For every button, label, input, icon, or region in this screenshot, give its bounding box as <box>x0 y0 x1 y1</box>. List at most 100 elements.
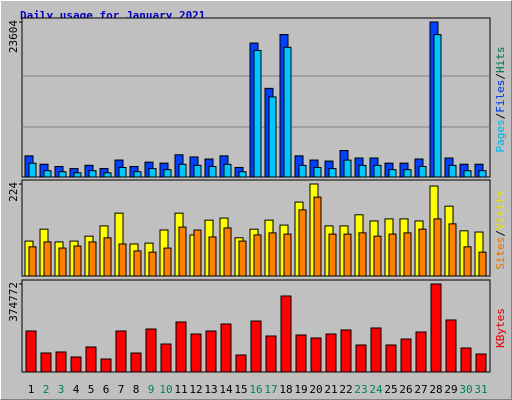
bar <box>280 295 292 373</box>
bar <box>235 354 247 373</box>
x-tick-label: 22 <box>339 383 352 396</box>
x-tick-label: 8 <box>133 383 140 396</box>
bar <box>88 241 97 277</box>
bar <box>283 233 292 277</box>
x-tick-label: 27 <box>414 383 427 396</box>
bar <box>403 232 412 277</box>
bar <box>103 237 112 277</box>
bar <box>223 227 232 277</box>
bar <box>115 330 127 373</box>
bar <box>25 330 37 373</box>
bar <box>58 171 67 178</box>
bar <box>475 353 487 373</box>
bar <box>388 233 397 277</box>
bar <box>385 344 397 373</box>
bar <box>103 172 112 178</box>
bar <box>283 46 292 178</box>
x-tick-label: 14 <box>219 383 233 396</box>
x-tick-label: 16 <box>249 383 262 396</box>
bar <box>163 247 172 277</box>
bar <box>178 163 187 178</box>
bar <box>100 358 112 373</box>
bar <box>358 232 367 277</box>
bar <box>328 233 337 277</box>
bar <box>268 232 277 277</box>
bar <box>148 251 157 277</box>
bar <box>400 338 412 373</box>
bar <box>73 245 82 277</box>
legend-entry: Hits <box>494 47 507 74</box>
bar <box>220 323 232 373</box>
x-tick-label: 25 <box>384 383 397 396</box>
bar <box>295 334 307 373</box>
bar <box>160 343 172 373</box>
x-tick-label: 23 <box>354 383 367 396</box>
legend-separator: / <box>494 113 507 120</box>
bar <box>253 49 262 178</box>
bar <box>133 171 142 178</box>
bar <box>463 246 472 277</box>
x-tick-label: 15 <box>234 383 247 396</box>
legend-separator: / <box>494 230 507 237</box>
bar <box>148 168 157 178</box>
bar <box>328 168 337 178</box>
bar <box>175 321 187 373</box>
bar <box>73 172 82 178</box>
bar <box>478 251 487 277</box>
bar <box>433 34 442 178</box>
bar <box>343 233 352 277</box>
bar <box>355 344 367 373</box>
bar <box>58 247 67 277</box>
bar <box>130 352 142 373</box>
bar <box>118 166 127 178</box>
bar <box>118 243 127 277</box>
y-tick-label: 374772 <box>7 282 20 322</box>
legend-entry: Sites <box>494 237 507 270</box>
bar <box>193 164 202 178</box>
x-tick-label: 6 <box>103 383 110 396</box>
bar <box>85 346 97 373</box>
x-tick-label: 28 <box>429 383 442 396</box>
bar <box>238 240 247 277</box>
bar <box>208 236 217 277</box>
bar <box>370 327 382 373</box>
bar <box>70 356 82 373</box>
bar <box>28 162 37 178</box>
bar <box>430 283 442 373</box>
bar <box>313 196 322 277</box>
bar <box>268 96 277 178</box>
bar <box>190 333 202 373</box>
x-tick-label: 5 <box>88 383 95 396</box>
x-tick-label: 18 <box>279 383 292 396</box>
bar <box>460 347 472 373</box>
bar <box>418 228 427 277</box>
legend: Pages/Files/Hits <box>494 47 507 153</box>
bar <box>433 218 442 277</box>
bar <box>373 235 382 277</box>
bar <box>163 169 172 178</box>
bar <box>193 229 202 277</box>
bar <box>205 330 217 373</box>
bar <box>253 234 262 277</box>
x-tick-label: 13 <box>204 383 217 396</box>
bar <box>310 337 322 373</box>
bar <box>313 166 322 178</box>
bar <box>43 241 52 277</box>
x-tick-label: 20 <box>309 383 322 396</box>
bar <box>55 351 67 373</box>
x-tick-label: 10 <box>159 383 172 396</box>
bar <box>43 170 52 178</box>
legend: KBytes <box>494 308 507 348</box>
legend-entry: Pages <box>494 119 507 152</box>
x-tick-label: 17 <box>264 383 277 396</box>
bar <box>250 320 262 373</box>
bar <box>403 169 412 178</box>
bar <box>40 352 52 373</box>
x-tick-label: 24 <box>369 383 383 396</box>
legend-separator: / <box>494 73 507 80</box>
bar <box>418 165 427 178</box>
bar <box>415 331 427 373</box>
legend-entry: Visits <box>494 190 507 230</box>
bar <box>343 159 352 178</box>
